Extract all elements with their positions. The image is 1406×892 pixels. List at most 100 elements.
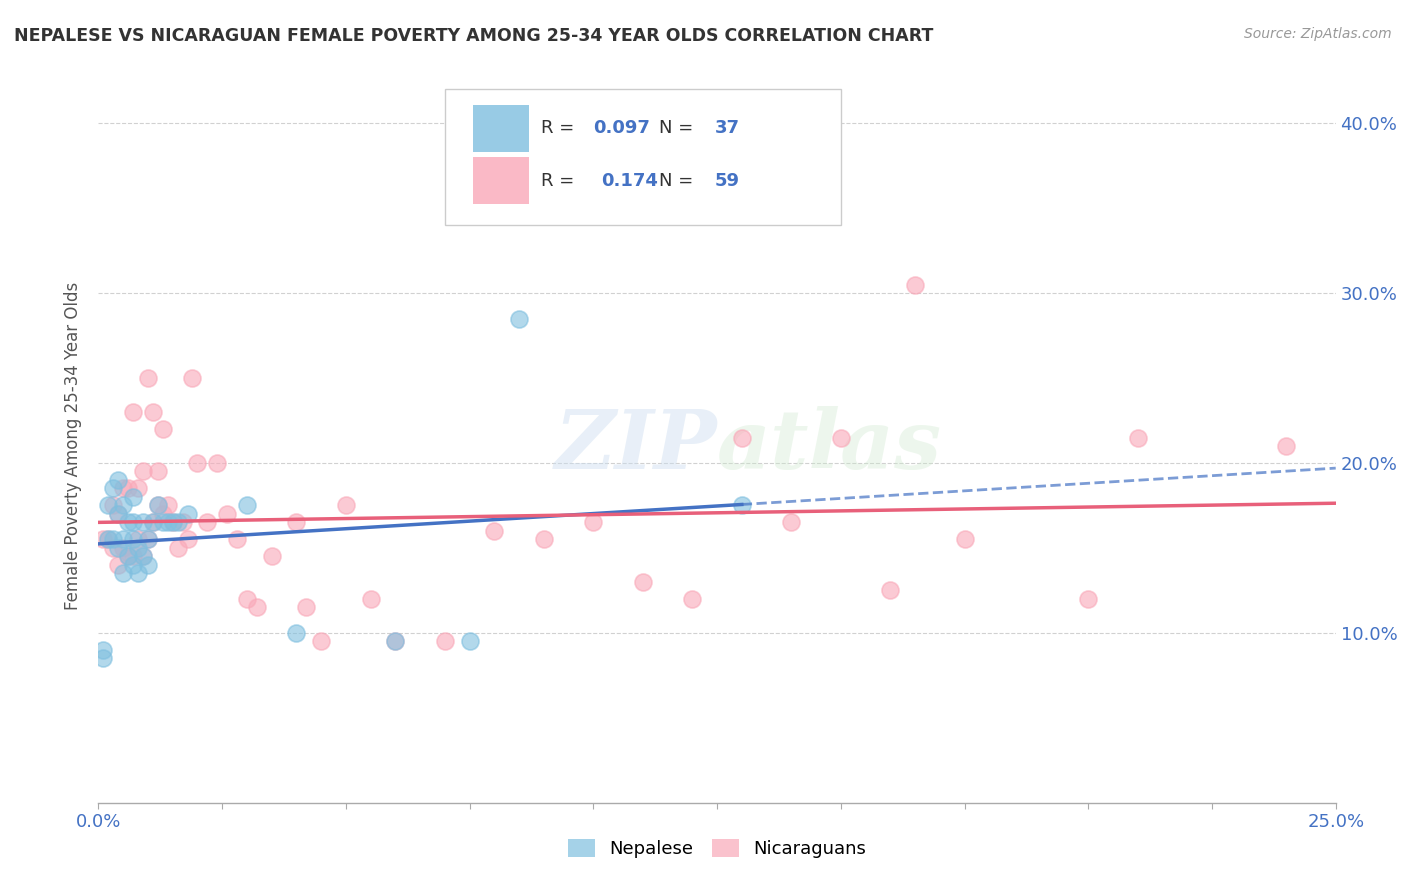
Point [384,634,406,648]
Text: N =: N = [659,171,699,189]
Point [1275,439,1298,453]
Point [1077,591,1099,606]
Point [152,507,174,521]
Point [260,549,283,564]
Point [117,549,139,564]
Text: ZIP: ZIP [554,406,717,486]
Point [132,516,155,530]
Point [107,558,129,572]
Point [136,533,159,547]
Point [122,549,145,564]
Point [93,533,115,547]
Point [156,499,179,513]
Text: atlas: atlas [717,406,942,486]
Point [246,600,269,615]
FancyBboxPatch shape [444,89,841,225]
Point [433,634,456,648]
Point [162,516,184,530]
Point [97,499,120,513]
Point [112,566,135,581]
Point [142,516,165,530]
Y-axis label: Female Poverty Among 25-34 Year Olds: Female Poverty Among 25-34 Year Olds [65,282,83,610]
Point [731,499,754,513]
Point [879,583,901,598]
Text: Source: ZipAtlas.com: Source: ZipAtlas.com [1244,27,1392,41]
Point [103,533,125,547]
Point [112,499,135,513]
Point [132,549,155,564]
Point [122,558,145,572]
Point [132,465,155,479]
Point [117,482,139,496]
Point [309,634,332,648]
Point [195,516,218,530]
Legend: Nepalese, Nicaraguans: Nepalese, Nicaraguans [561,831,873,865]
Point [731,430,754,444]
Point [93,651,115,665]
Point [162,516,184,530]
Point [127,541,149,555]
Point [146,499,169,513]
Point [205,456,228,470]
Point [384,634,406,648]
Point [136,371,159,385]
Point [156,516,179,530]
Point [112,482,135,496]
Text: N =: N = [659,120,699,137]
Point [146,499,169,513]
Point [117,549,139,564]
Point [112,533,135,547]
Point [132,549,155,564]
Text: R =: R = [541,171,586,189]
Point [1126,430,1149,444]
Point [285,626,308,640]
Point [112,541,135,555]
Point [107,507,129,521]
Point [136,558,159,572]
Point [122,516,145,530]
Point [103,482,125,496]
Point [122,490,145,504]
Point [166,516,188,530]
Text: 0.097: 0.097 [593,120,650,137]
FancyBboxPatch shape [474,105,529,152]
Point [152,516,174,530]
Point [780,516,803,530]
Point [631,574,654,589]
Point [107,541,129,555]
Point [176,533,198,547]
FancyBboxPatch shape [474,157,529,203]
Point [458,634,481,648]
Point [181,371,204,385]
Point [335,499,357,513]
Point [127,482,149,496]
Point [127,533,149,547]
Point [142,405,165,419]
Text: NEPALESE VS NICARAGUAN FEMALE POVERTY AMONG 25-34 YEAR OLDS CORRELATION CHART: NEPALESE VS NICARAGUAN FEMALE POVERTY AM… [14,27,934,45]
Point [172,516,194,530]
Point [117,516,139,530]
Point [127,566,149,581]
Point [953,533,976,547]
Point [107,473,129,487]
Point [217,507,239,521]
Point [533,533,555,547]
Point [97,533,120,547]
Point [236,591,259,606]
Point [508,311,530,326]
Point [166,541,188,555]
Point [285,516,308,530]
Point [186,456,208,470]
Point [226,533,249,547]
Point [484,524,506,538]
Point [142,516,165,530]
Point [97,533,120,547]
Text: R =: R = [541,120,581,137]
Text: 37: 37 [714,120,740,137]
Point [904,277,927,292]
Text: 59: 59 [714,171,740,189]
Point [122,533,145,547]
Point [152,422,174,436]
Point [236,499,259,513]
Point [681,591,703,606]
